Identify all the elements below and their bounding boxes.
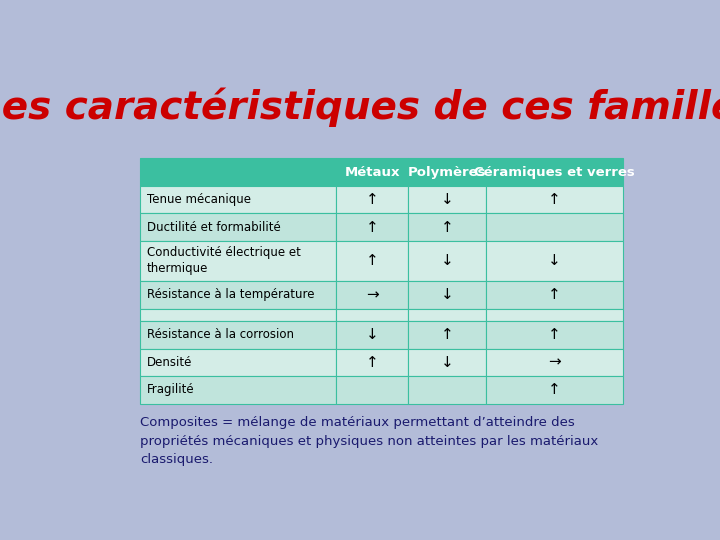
Text: ↓: ↓ (366, 327, 379, 342)
Bar (336, 186, 408, 213)
Text: Composites = mélange de matériaux permettant d’atteindre des
propriétés mécaniqu: Composites = mélange de matériaux permet… (140, 416, 598, 466)
Bar (336, 281, 408, 308)
Text: ↓: ↓ (441, 253, 454, 268)
Bar (336, 213, 408, 241)
Text: ↑: ↑ (366, 355, 379, 370)
Text: ↑: ↑ (548, 327, 561, 342)
Bar (336, 241, 408, 281)
Bar (486, 349, 623, 376)
Text: Métaux: Métaux (344, 166, 400, 179)
Bar (486, 321, 623, 349)
Bar (408, 376, 486, 404)
Bar (140, 213, 336, 241)
Text: ↑: ↑ (548, 382, 561, 397)
Bar (140, 321, 336, 349)
Bar (336, 158, 408, 186)
Bar (408, 321, 486, 349)
Text: ↑: ↑ (441, 327, 454, 342)
Text: Fragilité: Fragilité (147, 383, 194, 396)
Bar (336, 349, 408, 376)
Bar (336, 321, 408, 349)
Bar (140, 308, 336, 321)
Text: Conductivité électrique et
thermique: Conductivité électrique et thermique (147, 246, 301, 275)
Bar (408, 349, 486, 376)
Text: Polymères: Polymères (408, 166, 487, 179)
Bar (486, 213, 623, 241)
Bar (140, 349, 336, 376)
Text: Ductilité et formabilité: Ductilité et formabilité (147, 221, 281, 234)
Bar (486, 186, 623, 213)
Bar (408, 281, 486, 308)
Text: ↑: ↑ (366, 192, 379, 207)
Bar (408, 308, 486, 321)
Bar (336, 308, 408, 321)
Bar (486, 308, 623, 321)
Bar (486, 158, 623, 186)
Bar (140, 241, 336, 281)
Text: ↓: ↓ (441, 287, 454, 302)
Text: ↓: ↓ (441, 192, 454, 207)
Bar (336, 376, 408, 404)
Text: Densité: Densité (147, 356, 192, 369)
Bar (486, 281, 623, 308)
Text: →: → (548, 355, 561, 370)
Text: Résistance à la température: Résistance à la température (147, 288, 315, 301)
Bar (140, 281, 336, 308)
Text: ↑: ↑ (441, 220, 454, 235)
Bar (408, 158, 486, 186)
Text: ↑: ↑ (366, 253, 379, 268)
Text: Tenue mécanique: Tenue mécanique (147, 193, 251, 206)
Bar (486, 241, 623, 281)
Text: Les caractéristiques de ces familles: Les caractéristiques de ces familles (0, 87, 720, 127)
Bar (486, 376, 623, 404)
Text: ↓: ↓ (548, 253, 561, 268)
Text: Céramiques et verres: Céramiques et verres (474, 166, 635, 179)
Text: →: → (366, 287, 379, 302)
Bar (140, 376, 336, 404)
Text: Résistance à la corrosion: Résistance à la corrosion (147, 328, 294, 341)
Text: ↑: ↑ (548, 287, 561, 302)
Bar (140, 186, 336, 213)
Text: ↓: ↓ (441, 355, 454, 370)
Bar (408, 241, 486, 281)
Text: ↑: ↑ (366, 220, 379, 235)
Bar (408, 186, 486, 213)
Bar (408, 213, 486, 241)
Text: ↑: ↑ (548, 192, 561, 207)
Bar (140, 158, 336, 186)
